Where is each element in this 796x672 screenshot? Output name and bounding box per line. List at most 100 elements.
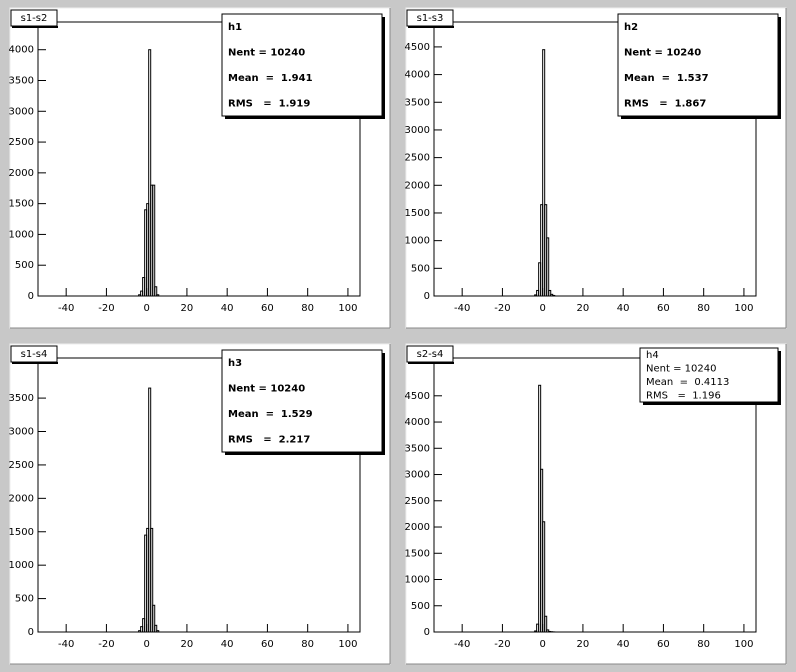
x-tick-label: 20	[181, 639, 194, 650]
histogram-bin	[548, 289, 552, 297]
x-tick-label: 80	[697, 303, 710, 314]
x-tick-label: 20	[577, 303, 590, 314]
x-tick-label: 80	[301, 639, 314, 650]
x-tick-label: 100	[734, 639, 753, 650]
histogram-bin	[544, 615, 548, 633]
stats-entries: Nent = 10240	[228, 383, 305, 394]
stats-mean: Mean = 1.941	[228, 73, 313, 84]
y-tick-label: 4000	[9, 45, 34, 56]
y-tick-label: 2000	[405, 522, 430, 533]
y-tick-label: 3000	[9, 427, 34, 438]
stats-name: h2	[624, 22, 638, 33]
x-tick-label: 0	[143, 639, 149, 650]
y-tick-label: 1000	[9, 560, 34, 571]
y-tick-label: 500	[15, 260, 34, 271]
x-tick-label: 0	[539, 639, 545, 650]
x-tick-label: 60	[657, 639, 670, 650]
x-tick-label: -40	[454, 639, 470, 650]
histogram-bin	[542, 521, 546, 633]
histogram-bin	[546, 629, 550, 633]
y-tick-label: 1500	[405, 208, 430, 219]
histogram-bin	[148, 49, 152, 297]
histogram-bin	[152, 604, 156, 633]
y-tick-label: 2500	[405, 496, 430, 507]
x-tick-label: 0	[143, 303, 149, 314]
y-tick-label: 3000	[405, 470, 430, 481]
y-tick-label: 2000	[405, 180, 430, 191]
y-tick-label: 500	[411, 263, 430, 274]
y-tick-label: 1500	[9, 527, 34, 538]
x-tick-label: -20	[98, 303, 114, 314]
chart-title: s1-s4	[21, 349, 48, 360]
x-tick-label: 0	[539, 303, 545, 314]
x-tick-label: 20	[181, 303, 194, 314]
y-tick-label: 3500	[9, 75, 34, 86]
histogram-bin	[152, 184, 156, 297]
y-tick-label: 3000	[9, 106, 34, 117]
y-tick-label: 4500	[405, 391, 430, 402]
stats-rms: RMS = 1.867	[624, 98, 706, 109]
y-tick-label: 3500	[405, 97, 430, 108]
histogram-bin	[154, 286, 158, 297]
stats-name: h1	[228, 22, 242, 33]
y-tick-label: 0	[28, 627, 34, 638]
stats-entries: Nent = 10240	[646, 363, 716, 374]
x-tick-label: 40	[617, 303, 630, 314]
stats-mean: Mean = 0.4113	[646, 377, 729, 388]
y-tick-label: 2500	[9, 137, 34, 148]
stats-rms: RMS = 1.919	[228, 98, 310, 109]
stats-box	[639, 347, 779, 403]
histogram-bin	[156, 630, 160, 633]
x-tick-label: 60	[261, 303, 274, 314]
y-tick-label: 1000	[405, 236, 430, 247]
stats-entries: Nent = 10240	[228, 47, 305, 58]
stats-rms: RMS = 1.196	[646, 390, 721, 401]
stats-name: h4	[646, 350, 659, 361]
histogram-bin	[552, 294, 556, 297]
stats-name: h3	[228, 358, 242, 369]
x-tick-label: 60	[657, 303, 670, 314]
x-tick-label: 20	[577, 639, 590, 650]
y-tick-label: 500	[15, 594, 34, 605]
x-tick-label: 40	[221, 639, 234, 650]
y-tick-label: 4500	[405, 42, 430, 53]
chart-title: s2-s4	[417, 349, 444, 360]
y-tick-label: 500	[411, 601, 430, 612]
y-tick-label: 4000	[405, 70, 430, 81]
x-tick-label: 40	[221, 303, 234, 314]
y-tick-label: 3500	[405, 443, 430, 454]
x-tick-label: -40	[58, 639, 74, 650]
stats-box	[221, 13, 383, 117]
stats-mean: Mean = 1.537	[624, 73, 709, 84]
histogram-bin	[542, 49, 546, 297]
histogram-bin	[156, 294, 160, 297]
x-tick-label: -20	[494, 639, 510, 650]
y-tick-label: 0	[424, 627, 430, 638]
x-tick-label: 60	[261, 639, 274, 650]
stats-box	[617, 13, 779, 117]
y-tick-label: 2000	[9, 493, 34, 504]
x-tick-label: 80	[697, 639, 710, 650]
y-tick-label: 3500	[9, 393, 34, 404]
y-tick-label: 0	[28, 291, 34, 302]
x-tick-label: -20	[494, 303, 510, 314]
stats-mean: Mean = 1.529	[228, 409, 313, 420]
y-tick-label: 1000	[9, 229, 34, 240]
x-tick-label: 40	[617, 639, 630, 650]
histogram-bin	[148, 387, 152, 633]
y-tick-label: 0	[424, 291, 430, 302]
y-tick-label: 3000	[405, 125, 430, 136]
x-tick-label: 100	[338, 639, 357, 650]
x-tick-label: 80	[301, 303, 314, 314]
y-tick-label: 2500	[405, 153, 430, 164]
histogram-bin	[546, 237, 550, 297]
y-tick-label: 2500	[9, 460, 34, 471]
chart-title: s1-s3	[417, 13, 444, 24]
stats-box	[221, 349, 383, 453]
x-tick-label: -40	[454, 303, 470, 314]
x-tick-label: 100	[734, 303, 753, 314]
y-tick-label: 1000	[405, 575, 430, 586]
histogram-bin	[150, 527, 154, 633]
